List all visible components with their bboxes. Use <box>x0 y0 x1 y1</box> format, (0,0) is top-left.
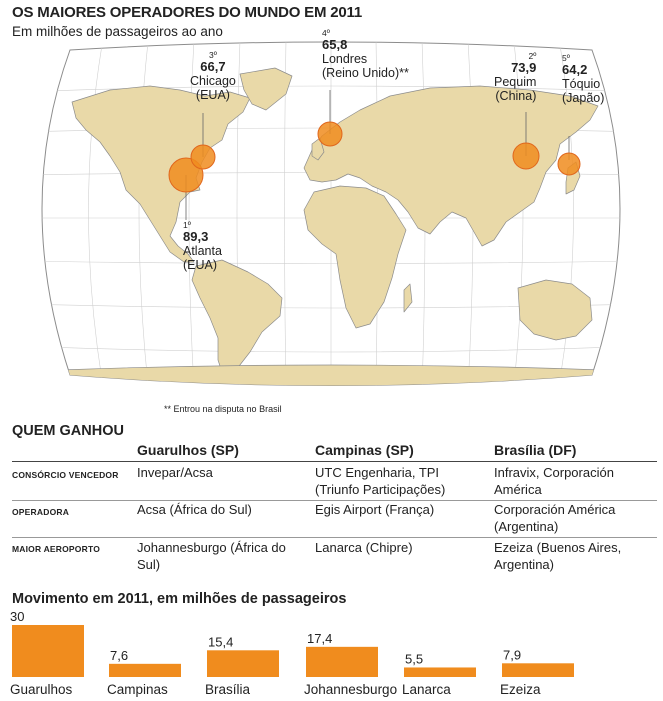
greenland-shape <box>239 67 293 111</box>
bar-category-label: Lanarca <box>402 682 451 697</box>
marker-rank: 1º <box>183 220 191 230</box>
marker-value: 66,7 <box>200 59 226 74</box>
table-cell: Lanarca (Chipre) <box>315 540 413 555</box>
bubble-tokyo <box>557 152 581 176</box>
bar-chart: 30 Guarulhos 7,6 Campinas 15,4 Brasília 17,4 Jo… <box>10 609 574 697</box>
marker-value: 64,2 <box>562 62 588 77</box>
table-cell: Egis Airport (França) <box>315 502 435 517</box>
marker-label-tokyo: 5º 64,2 Tóquio (Japão) <box>562 53 604 105</box>
column-header-brasilia: Brasília (DF) <box>494 442 577 458</box>
table-cell: UTC Engenharia, TPI (Triunfo Participaçõ… <box>315 465 446 497</box>
marker-country: (Japão) <box>562 91 605 105</box>
bubble-london <box>317 121 343 147</box>
table-cell: Ezeiza (Buenos Aires, Argentina) <box>494 540 622 572</box>
marker-value: 73,9 <box>511 60 537 75</box>
marker-rank: 2º <box>528 51 537 61</box>
bar-category-label: Campinas <box>107 682 168 697</box>
bar-ezeiza <box>502 663 574 677</box>
bar-value-label: 5,5 <box>405 651 423 666</box>
bubble-atlanta <box>168 157 204 193</box>
north-america-shape <box>71 85 251 263</box>
marker-value: 89,3 <box>183 229 209 244</box>
bar-campinas <box>109 663 181 677</box>
row-header-operadora: OPERADORA <box>12 507 70 517</box>
marker-label-atlanta: 1º 89,3 Atlanta (EUA) <box>183 220 222 272</box>
marker-country: (Reino Unido)** <box>322 66 409 80</box>
marker-country: (EUA) <box>183 258 218 272</box>
bar-category-label: Guarulhos <box>10 682 73 697</box>
table-section-title: QUEM GANHOU <box>12 423 124 439</box>
bar-guarulhos <box>12 625 84 677</box>
marker-rank: 3º <box>209 50 217 60</box>
south-america-shape <box>191 259 283 379</box>
table-cell: Acsa (África do Sul) <box>137 502 252 517</box>
row-header-maior-aeroporto: MAIOR AEROPORTO <box>12 544 101 554</box>
chart-title: Movimento em 2011, em milhões de passage… <box>12 591 347 607</box>
bar-category-label: Brasília <box>205 682 251 697</box>
marker-rank: 5º <box>562 53 570 63</box>
map-footnote: ** Entrou na disputa no Brasil <box>164 404 282 414</box>
antarctica-shape <box>59 364 603 386</box>
marker-city: Chicago <box>190 74 236 88</box>
marker-value: 65,8 <box>322 37 348 52</box>
bubble-beijing <box>512 142 540 170</box>
marker-label-beijing: 2º 73,9 Pequim (China) <box>494 51 536 103</box>
table-divider <box>12 537 657 538</box>
column-header-guarulhos: Guarulhos (SP) <box>137 442 239 458</box>
marker-label-chicago: 3º 66,7 Chicago (EUA) <box>190 50 236 102</box>
bar-category-label: Johannesburgo <box>304 682 397 697</box>
marker-label-london: 4º 65,8 Londres (Reino Unido)** <box>322 28 409 80</box>
marker-city: Tóquio <box>562 77 601 91</box>
column-header-campinas: Campinas (SP) <box>315 442 414 458</box>
bar-brasília <box>207 650 279 677</box>
australia-shape <box>517 279 593 341</box>
world-map <box>41 41 621 386</box>
bar-value-label: 17,4 <box>307 631 332 646</box>
bar-value-label: 7,9 <box>503 647 521 662</box>
bar-johannesburgo <box>306 646 378 677</box>
africa-shape <box>303 185 407 329</box>
table-cell: Corporación América (Argentina) <box>494 502 616 534</box>
marker-city: Atlanta <box>183 244 222 258</box>
bar-value-label: 30 <box>10 609 24 624</box>
table-cell: Invepar/Acsa <box>137 465 213 480</box>
marker-country: (China) <box>495 89 537 103</box>
table-cell: Infravix, Corporación América <box>494 465 614 497</box>
bar-category-label: Ezeiza <box>500 682 541 697</box>
marker-rank: 4º <box>322 28 330 38</box>
page-title: OS MAIORES OPERADORES DO MUNDO EM 2011 <box>12 4 362 21</box>
bar-value-label: 15,4 <box>208 634 233 649</box>
marker-country: (EUA) <box>195 88 230 102</box>
new-zealand-shape <box>607 329 619 351</box>
bubble-chicago <box>190 144 216 170</box>
europe-asia-shape <box>303 85 599 247</box>
table-divider <box>12 461 657 462</box>
page-subtitle: Em milhões de passageiros ao ano <box>12 24 223 39</box>
row-header-consorcio: CONSÓRCIO VENCEDOR <box>12 470 119 480</box>
table-divider <box>12 500 657 501</box>
bar-lanarca <box>404 667 476 677</box>
table-cell: Johannesburgo (África do Sul) <box>137 540 286 572</box>
marker-city: Pequim <box>494 75 537 89</box>
bar-value-label: 7,6 <box>110 648 128 663</box>
madagascar-shape <box>403 283 413 313</box>
marker-city: Londres <box>322 52 368 66</box>
